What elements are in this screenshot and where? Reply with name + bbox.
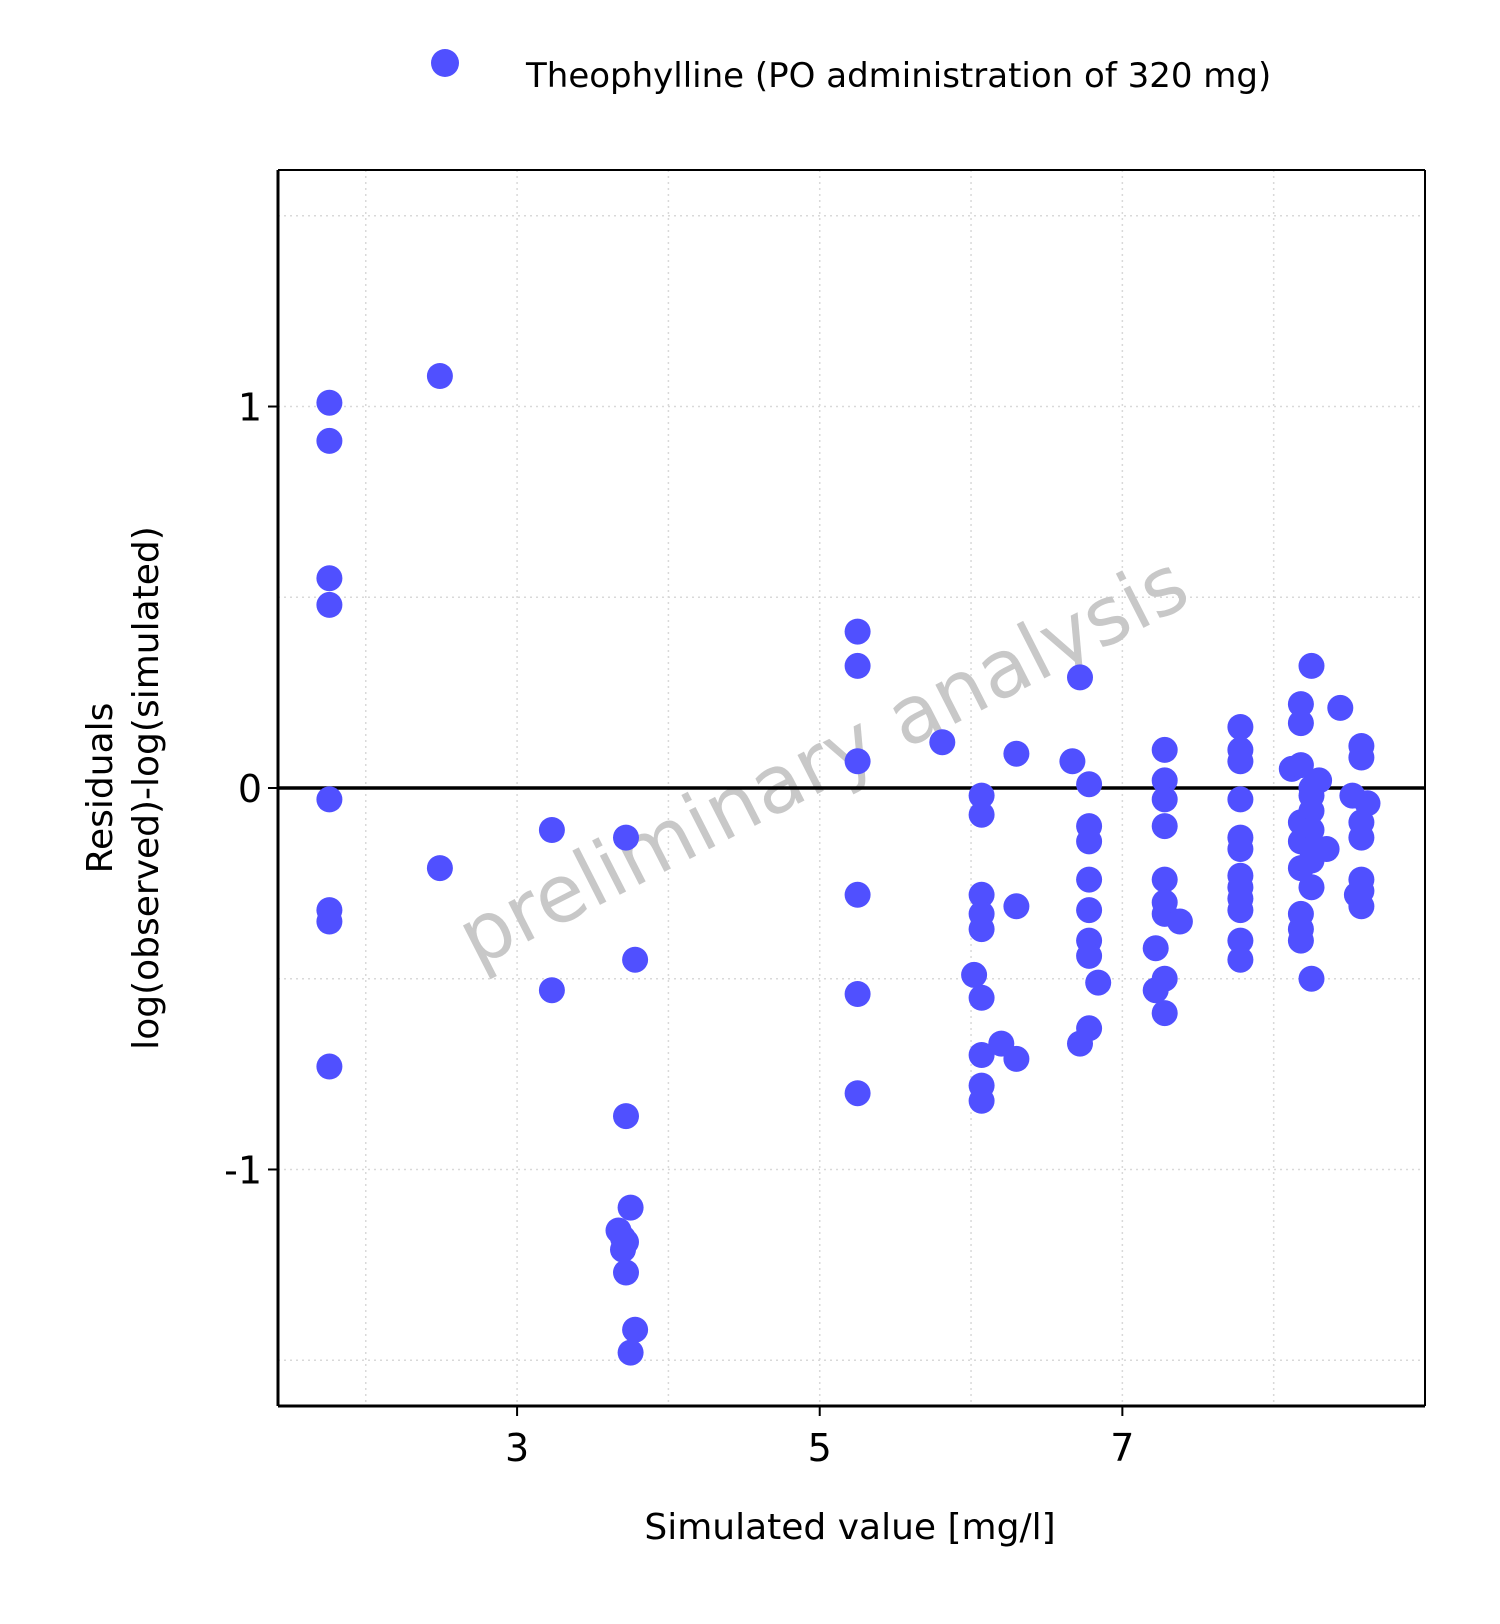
data-point xyxy=(316,389,343,416)
x-tick-label: 7 xyxy=(1110,1426,1134,1470)
data-point xyxy=(1227,836,1254,862)
y-axis-title: Residuals log(observed)-log(simulated) xyxy=(80,526,167,1050)
data-point xyxy=(426,363,453,389)
data-point xyxy=(1003,1045,1030,1072)
data-point xyxy=(1076,771,1103,798)
data-point xyxy=(844,981,871,1007)
data-point xyxy=(968,1087,995,1114)
data-point xyxy=(844,1080,871,1107)
data-point xyxy=(844,748,871,775)
data-point xyxy=(316,786,343,813)
x-axis-title: Simulated value [mg/l] xyxy=(644,1507,1055,1548)
legend: Theophylline (PO administration of 320 m… xyxy=(431,49,1271,96)
data-point xyxy=(929,729,956,756)
data-point xyxy=(968,916,995,943)
data-point xyxy=(316,1053,343,1080)
data-point xyxy=(1151,767,1178,794)
data-point xyxy=(968,801,995,828)
data-point xyxy=(538,817,565,843)
data-point xyxy=(316,591,343,618)
data-point xyxy=(1348,744,1375,771)
legend-marker-theophylline xyxy=(431,49,459,77)
data-point xyxy=(1151,1000,1178,1027)
data-point xyxy=(1003,893,1030,920)
data-point xyxy=(1142,935,1169,962)
data-point xyxy=(613,1259,639,1286)
data-point xyxy=(1287,752,1314,779)
data-point xyxy=(1227,786,1254,813)
data-point xyxy=(622,1316,649,1343)
data-point xyxy=(968,881,995,908)
data-point xyxy=(1227,927,1254,954)
data-point xyxy=(316,908,343,935)
data-point xyxy=(1076,1015,1103,1042)
data-point xyxy=(613,1103,639,1130)
y-axis-title-line1: Residuals xyxy=(80,703,121,874)
data-point xyxy=(1348,893,1375,920)
y-tick-label: 0 xyxy=(238,767,262,811)
y-axis-title-line2: log(observed)-log(simulated) xyxy=(126,526,167,1050)
data-point xyxy=(538,977,565,1004)
data-point xyxy=(316,565,343,592)
data-point xyxy=(1298,847,1325,874)
data-point xyxy=(1298,965,1325,992)
data-point xyxy=(1003,740,1030,767)
data-point xyxy=(1166,908,1193,935)
data-point xyxy=(1287,691,1314,718)
data-point xyxy=(1076,866,1103,893)
data-point xyxy=(1076,942,1103,969)
data-point xyxy=(1327,694,1354,721)
data-point xyxy=(1067,664,1093,691)
data-point xyxy=(968,782,995,809)
data-point xyxy=(961,961,988,988)
data-point xyxy=(617,1194,644,1221)
data-points xyxy=(316,363,1381,1366)
axis-ticks: 3 5 7 -1 0 1 xyxy=(224,386,1134,1470)
data-point xyxy=(1076,828,1103,855)
data-point xyxy=(1227,714,1254,740)
data-point xyxy=(617,1339,644,1366)
x-tick-label: 3 xyxy=(505,1426,529,1470)
data-point xyxy=(610,1236,636,1263)
y-tick-label: 1 xyxy=(238,386,262,430)
data-point xyxy=(1298,874,1325,901)
data-point xyxy=(1151,813,1178,840)
legend-label-theophylline: Theophylline (PO administration of 320 m… xyxy=(525,56,1271,96)
data-point xyxy=(844,881,871,908)
data-point xyxy=(1085,969,1112,996)
data-point xyxy=(1298,652,1325,679)
data-point xyxy=(613,824,639,851)
data-point xyxy=(1151,965,1178,992)
data-point xyxy=(1287,927,1314,954)
x-tick-label: 5 xyxy=(808,1426,832,1470)
data-point xyxy=(844,618,871,645)
data-point xyxy=(426,855,453,882)
data-point xyxy=(1227,748,1254,775)
data-point xyxy=(622,946,649,973)
data-point xyxy=(1151,736,1178,763)
data-point xyxy=(1059,748,1086,775)
y-tick-label: -1 xyxy=(224,1148,262,1192)
data-point xyxy=(1348,824,1375,851)
data-point xyxy=(968,1042,995,1068)
data-point xyxy=(844,652,871,679)
data-point xyxy=(1151,786,1178,813)
data-point xyxy=(1076,897,1103,924)
data-point xyxy=(1227,897,1254,924)
data-point xyxy=(1227,946,1254,973)
data-point xyxy=(316,427,343,454)
data-point xyxy=(968,984,995,1011)
data-point xyxy=(1287,710,1314,737)
data-point xyxy=(1151,866,1178,893)
